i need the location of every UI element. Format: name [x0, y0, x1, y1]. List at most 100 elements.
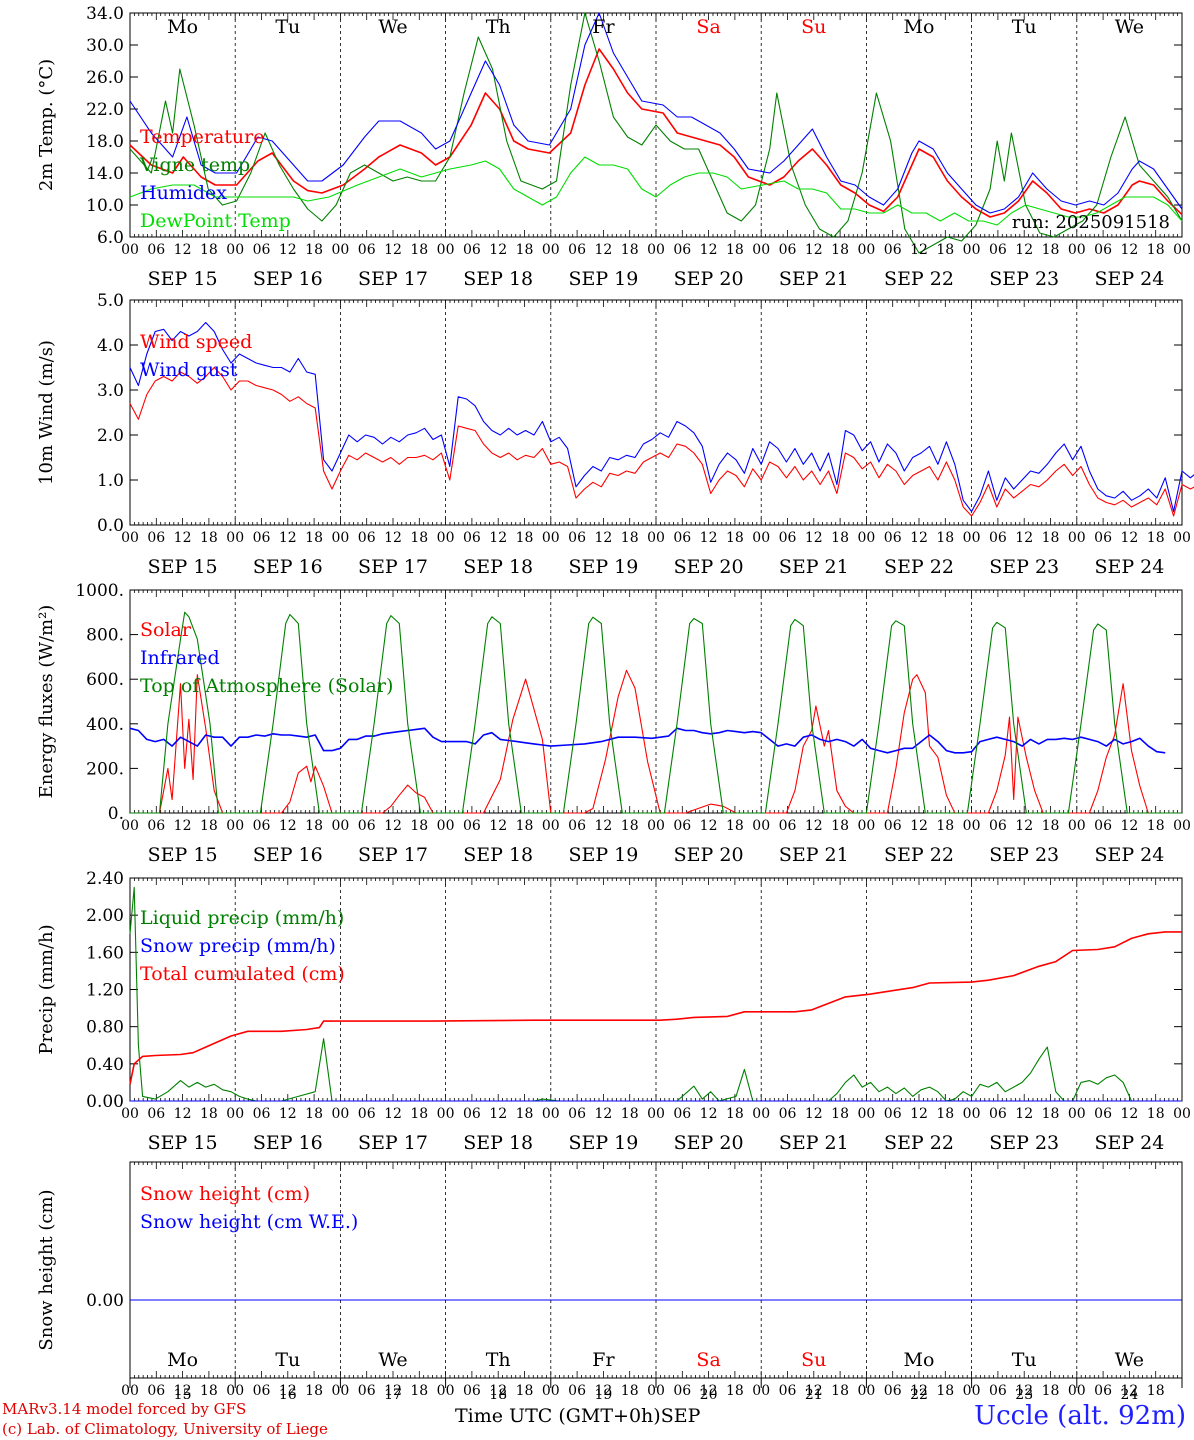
- hour-label: 06: [147, 1383, 165, 1399]
- hour-label: 00: [857, 530, 875, 546]
- hour-label: 06: [253, 242, 271, 258]
- hour-label: 18: [621, 530, 639, 546]
- hour-label: 06: [358, 1383, 376, 1399]
- day-name-bottom: Su: [801, 1349, 826, 1371]
- hour-label: 00: [542, 1106, 560, 1122]
- date-label: SEP 18: [463, 556, 533, 578]
- hour-label: 12: [384, 818, 402, 834]
- hour-label: 00: [331, 530, 349, 546]
- date-label: SEP 22: [884, 844, 954, 866]
- hour-label: 00: [752, 818, 770, 834]
- hour-label: 06: [884, 530, 902, 546]
- legend-entry: Liquid precip (mm/h): [140, 907, 344, 929]
- hour-label: 18: [410, 530, 428, 546]
- hour-label: 18: [516, 1106, 534, 1122]
- date-label: SEP 19: [568, 1132, 638, 1154]
- date-label: SEP 15: [148, 844, 218, 866]
- hour-label: 00: [226, 818, 244, 834]
- day-number: 17: [384, 1387, 402, 1403]
- panel-1: 6.0 10.0 14.0 18.0 22.0 26.0 30.0 34.0 2m Temp. …: [36, 4, 1191, 290]
- hour-label: 18: [1042, 818, 1060, 834]
- day-name-bottom: Tu: [1012, 1349, 1037, 1371]
- hour-label: 12: [594, 242, 612, 258]
- series-line-infrared: [129, 727, 1166, 754]
- x-axis-title: Time UTC (GMT+0h)SEP: [455, 1405, 700, 1427]
- hour-label: 18: [831, 818, 849, 834]
- y-tick-label: 3.0: [97, 381, 124, 401]
- legend-entry: Snow precip (mm/h): [140, 935, 336, 957]
- legend-entry: Solar: [140, 619, 192, 641]
- day-name-top: We: [1115, 16, 1144, 38]
- y-tick-label: 5.0: [97, 291, 124, 311]
- hour-label: 06: [253, 818, 271, 834]
- hour-label: 18: [936, 818, 954, 834]
- hour-label: 18: [621, 242, 639, 258]
- legend-entry: Infrared: [140, 647, 220, 669]
- hour-label: 00: [331, 818, 349, 834]
- hour-label: 18: [1042, 530, 1060, 546]
- hour-label: 12: [174, 818, 192, 834]
- legend-entry: Humidex: [140, 182, 227, 204]
- hour-label: 18: [1147, 1383, 1165, 1399]
- hour-label: 06: [1094, 530, 1112, 546]
- hour-label: 18: [1042, 242, 1060, 258]
- hour-label: 12: [1015, 1106, 1033, 1122]
- hour-label: 06: [1094, 242, 1112, 258]
- series-line-total-cumulated-cm-: [129, 931, 1182, 1085]
- hour-label: 18: [410, 242, 428, 258]
- day-name-top: Su: [801, 16, 826, 38]
- hour-label: 12: [1120, 1383, 1138, 1399]
- hour-label: 06: [568, 1106, 586, 1122]
- series-line-top-of-atmosphere-solar-: [130, 611, 1182, 814]
- hour-label: 00: [121, 1383, 139, 1399]
- hour-label: 12: [700, 530, 718, 546]
- hour-label: 12: [279, 1383, 297, 1399]
- hour-label: 00: [857, 1383, 875, 1399]
- hour-label: 06: [673, 1383, 691, 1399]
- date-label: SEP 23: [989, 268, 1059, 290]
- date-label: SEP 17: [358, 1132, 428, 1154]
- hour-label: 18: [621, 1106, 639, 1122]
- hour-label: 12: [1120, 530, 1138, 546]
- date-label: SEP 15: [148, 268, 218, 290]
- series-line-humidex: [129, 12, 1183, 214]
- hour-label: 00: [963, 1106, 981, 1122]
- hour-label: 00: [121, 242, 139, 258]
- legend-entry: Snow height (cm): [140, 1183, 310, 1205]
- hour-label: 00: [542, 818, 560, 834]
- month-label: SEP: [660, 1405, 701, 1427]
- day-number: 16: [279, 1387, 297, 1403]
- model-credit: MARv3.14 model forced by GFS: [2, 1400, 247, 1418]
- hour-label: 00: [437, 1383, 455, 1399]
- hour-label: 12: [279, 530, 297, 546]
- hour-label: 00: [647, 1106, 665, 1122]
- panel-4: 0.00 0.40 0.80 1.20 1.60 2.00 2.40 Precip (mm/h…: [36, 869, 1191, 1154]
- hour-label: 00: [437, 530, 455, 546]
- hour-label: 18: [1042, 1383, 1060, 1399]
- hour-label: 12: [910, 818, 928, 834]
- panel-5: 0.00 Snow height (cm) Snow height (cm) Snow…: [36, 1161, 1183, 1399]
- date-label: SEP 15: [148, 1132, 218, 1154]
- hour-label: 18: [516, 1383, 534, 1399]
- y-tick-label: 14.0: [86, 164, 124, 184]
- y-tick-label: 26.0: [86, 68, 124, 88]
- hour-label: 06: [673, 818, 691, 834]
- hour-label: 00: [752, 1106, 770, 1122]
- day-name-bottom: Tu: [275, 1349, 300, 1371]
- date-label: SEP 24: [1094, 1132, 1164, 1154]
- hour-label: 18: [410, 1383, 428, 1399]
- hour-label: 12: [700, 1383, 718, 1399]
- date-label: SEP 21: [779, 268, 849, 290]
- hour-label: 12: [1015, 1383, 1033, 1399]
- hour-label: 06: [779, 818, 797, 834]
- date-label: SEP 22: [884, 556, 954, 578]
- hour-label: 12: [1120, 818, 1138, 834]
- hour-label: 18: [200, 1106, 218, 1122]
- legend-entry: Wind speed: [140, 331, 252, 353]
- hour-label: 12: [174, 1106, 192, 1122]
- hour-label: 18: [410, 1106, 428, 1122]
- hour-label: 00: [1068, 242, 1086, 258]
- hour-label: 00: [1173, 1106, 1191, 1122]
- date-label: SEP 23: [989, 844, 1059, 866]
- legend-entry: Temperature: [140, 126, 264, 148]
